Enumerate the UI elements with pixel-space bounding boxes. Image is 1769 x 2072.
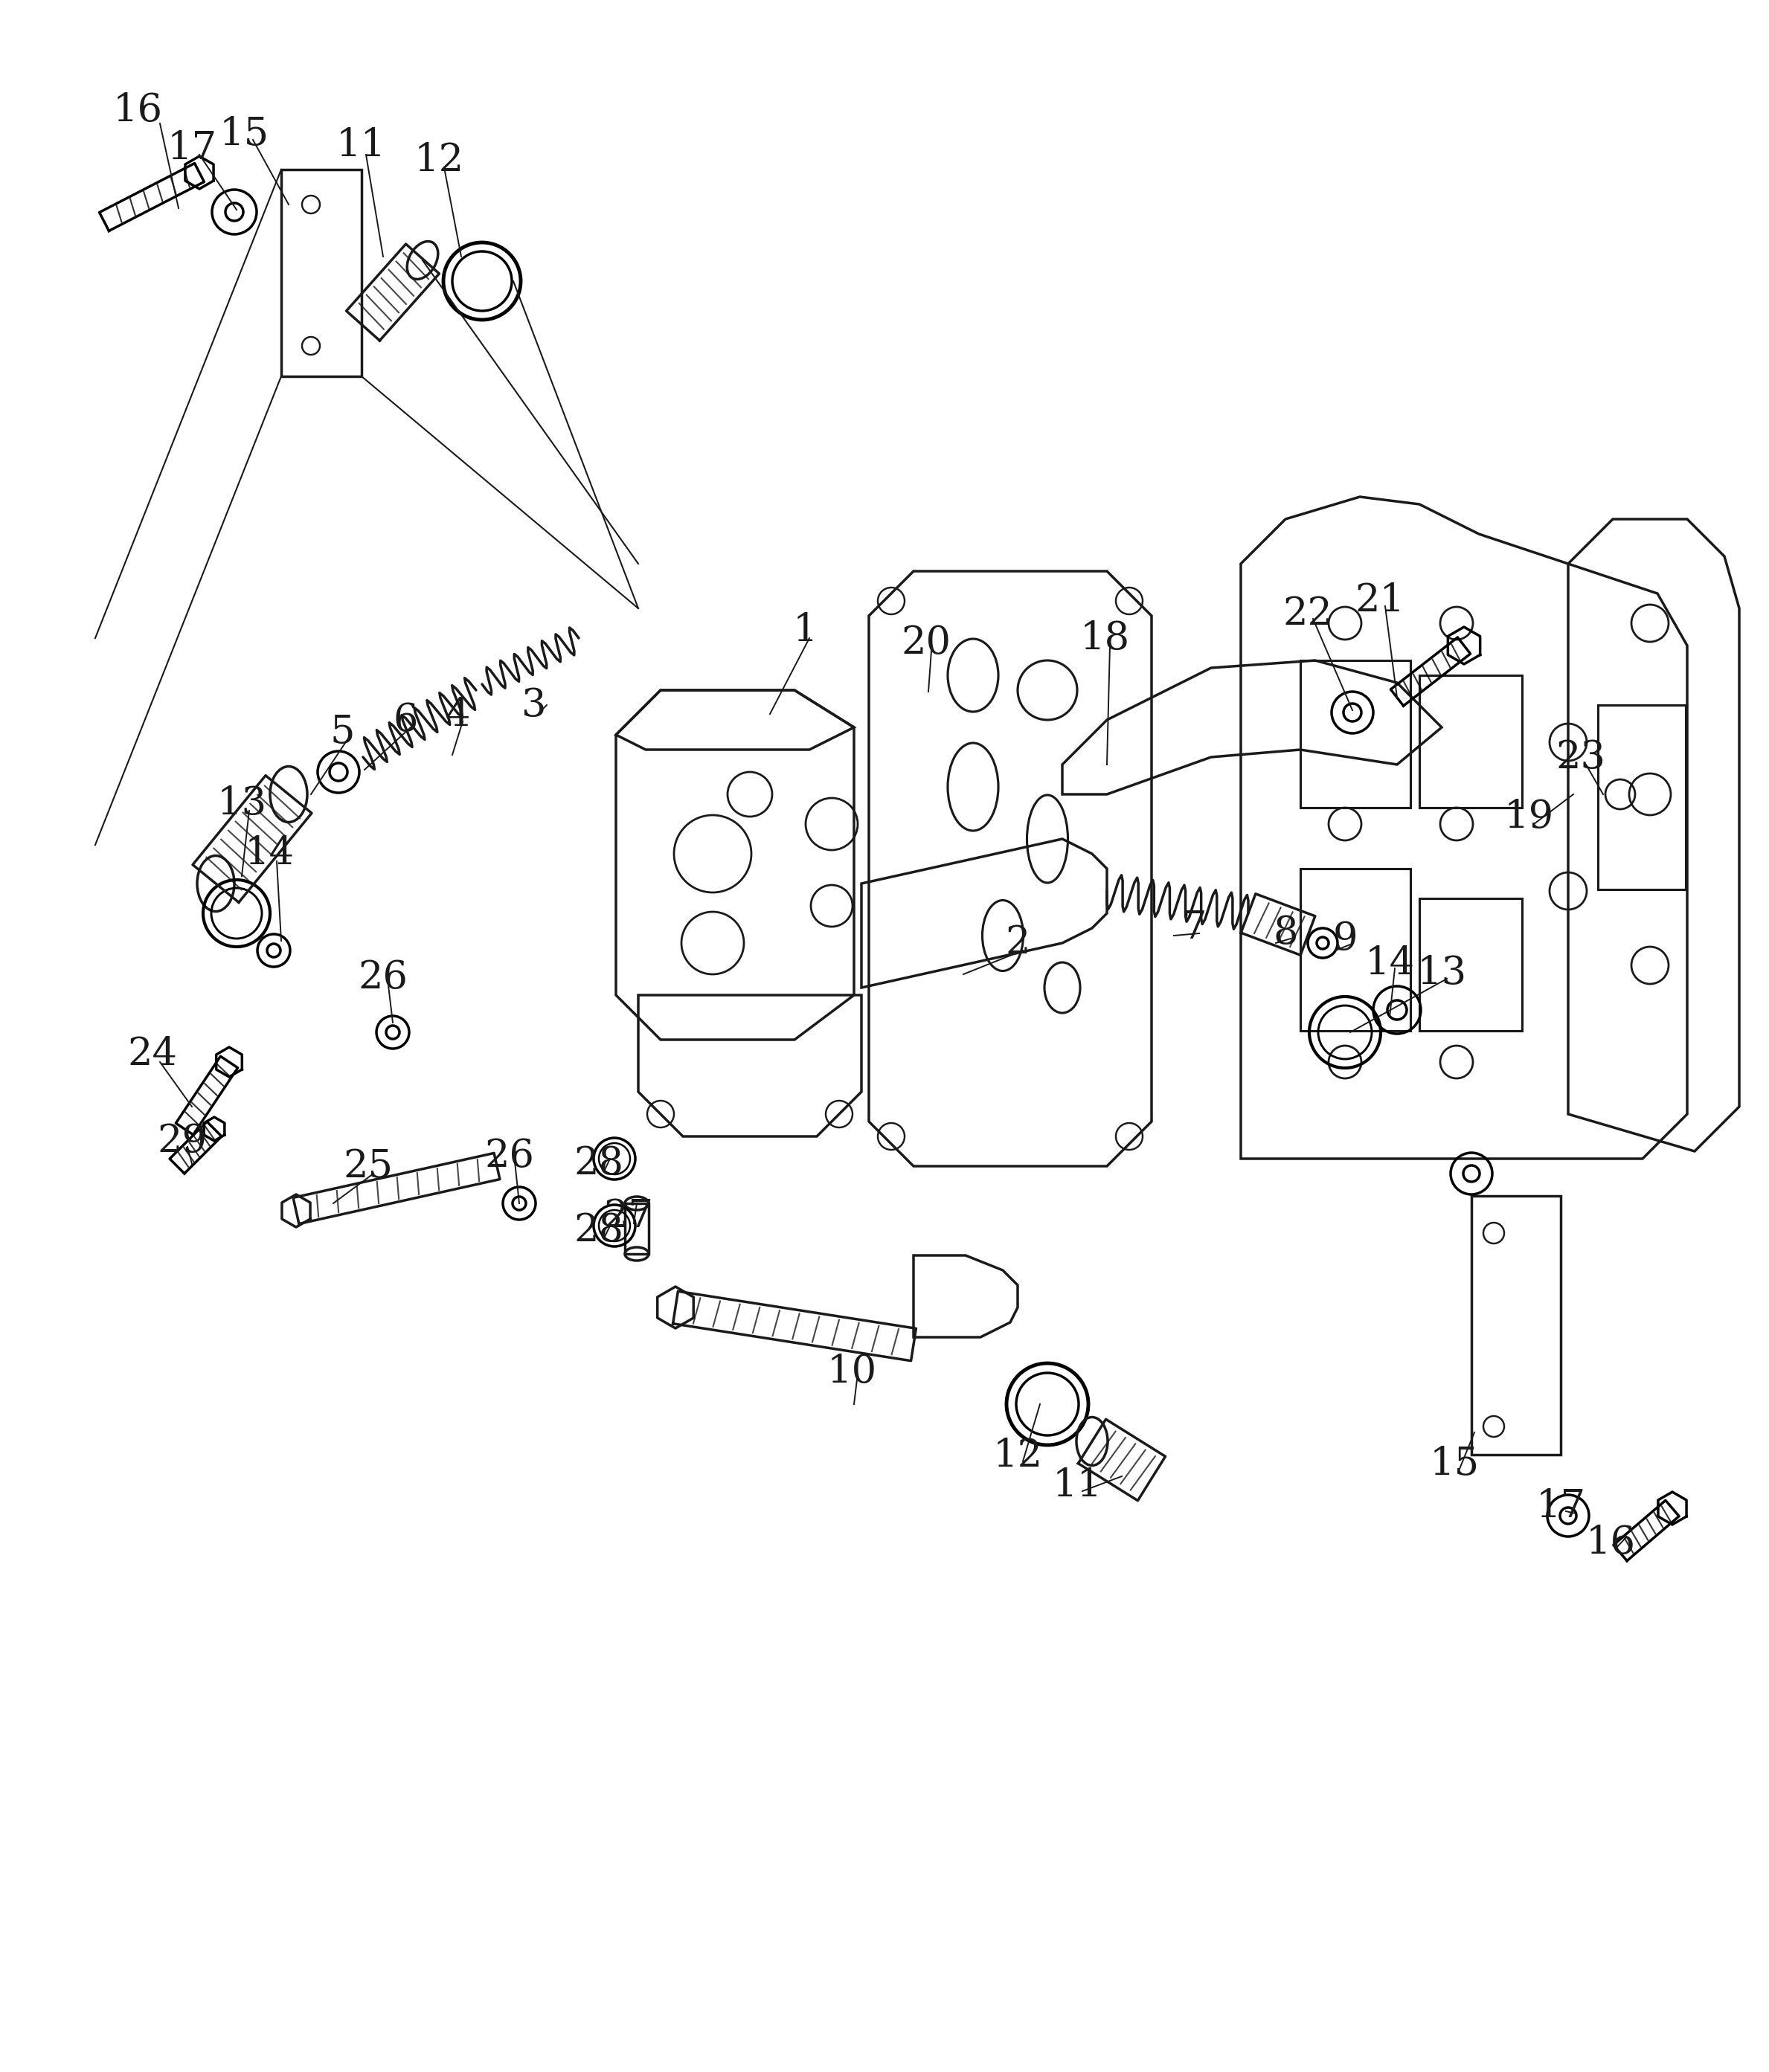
Text: 10: 10 (826, 1353, 877, 1390)
Text: 2: 2 (1005, 924, 1030, 961)
Text: 14: 14 (1364, 945, 1415, 982)
Text: 8: 8 (1274, 914, 1298, 953)
Text: 15: 15 (219, 114, 269, 153)
Bar (1419, 899, 1521, 1030)
Text: 28: 28 (573, 1212, 624, 1249)
Text: 18: 18 (1079, 620, 1130, 657)
Bar (281, 170, 361, 377)
Bar (1419, 675, 1521, 808)
Text: 4: 4 (446, 696, 471, 733)
Text: 27: 27 (603, 1198, 653, 1235)
Text: 20: 20 (900, 624, 952, 663)
Text: 7: 7 (1182, 910, 1206, 947)
Text: 16: 16 (113, 91, 163, 128)
Text: 6: 6 (393, 700, 417, 740)
Text: 24: 24 (127, 1036, 177, 1073)
Text: 25: 25 (343, 1148, 393, 1185)
Text: 23: 23 (1557, 738, 1606, 777)
Text: 9: 9 (1332, 920, 1357, 957)
Text: 3: 3 (522, 686, 547, 723)
Text: 11: 11 (1053, 1467, 1102, 1504)
Text: 17: 17 (1535, 1488, 1585, 1525)
Text: 13: 13 (1417, 953, 1467, 992)
Text: 28: 28 (573, 1146, 624, 1183)
Text: 26: 26 (357, 959, 409, 997)
Text: 1: 1 (793, 611, 817, 651)
Text: 19: 19 (1504, 798, 1553, 835)
Text: 11: 11 (336, 126, 386, 164)
Text: 17: 17 (166, 131, 218, 168)
Text: 26: 26 (485, 1138, 534, 1175)
Bar (624, 1204, 649, 1254)
Text: 21: 21 (1355, 582, 1405, 620)
Bar (1597, 704, 1686, 889)
Text: 13: 13 (218, 783, 267, 823)
Text: 14: 14 (244, 835, 294, 872)
Bar (1472, 1196, 1560, 1455)
Text: 15: 15 (1429, 1444, 1479, 1484)
Bar (1300, 868, 1410, 1030)
Text: 12: 12 (992, 1438, 1042, 1475)
Text: 22: 22 (1283, 595, 1332, 632)
Bar (1300, 661, 1410, 808)
Text: 5: 5 (329, 713, 356, 752)
Text: 12: 12 (414, 141, 463, 178)
Text: 16: 16 (1585, 1525, 1636, 1562)
Text: 29: 29 (157, 1123, 207, 1160)
